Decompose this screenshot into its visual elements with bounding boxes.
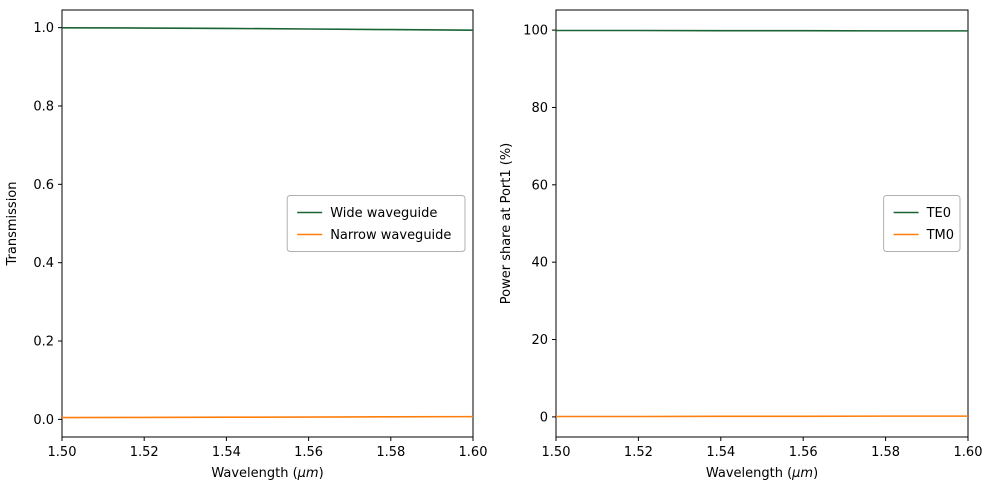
legend-label: TE0 [926,206,951,221]
y-tick-label: 0.2 [33,335,54,350]
legend-box [883,195,961,252]
axes-frame [61,9,474,438]
y-tick-label: 40 [531,256,548,271]
y-tick-label: 0 [540,410,548,425]
legend-label: Wide waveguide [330,206,437,221]
x-axis-label: Wavelength (μm) [706,466,818,481]
x-tick-label: 1.58 [871,445,900,460]
x-tick-label: 1.60 [954,445,983,460]
y-tick-label: 60 [531,178,548,193]
y-tick-label: 0.6 [33,178,54,193]
x-tick-label: 1.50 [542,445,571,460]
y-axis-label: Power share at Port1 (%) [499,143,514,304]
transmission-chart: 1.50 1.52 1.54 1.56 1.58 1.60 0.0 0.2 0.4 0.6 0.8 1… [5,9,488,481]
axes-frame [555,9,969,438]
x-tick-label: 1.54 [706,445,735,460]
x-tick-label: 1.60 [459,445,488,460]
legend-box [286,195,466,252]
y-tick-label: 0.4 [33,256,54,271]
x-tick-label: 1.52 [624,445,653,460]
legend-label: Narrow waveguide [330,228,451,243]
y-tick-label: 1.0 [33,21,54,36]
power-share-chart: 1.50 1.52 1.54 1.56 1.58 1.60 0 20 40 60 80 100 Wave… [499,9,983,481]
x-tick-label: 1.56 [294,445,323,460]
x-tick-label: 1.50 [48,445,77,460]
series-line [61,415,474,419]
y-tick-label: 80 [531,101,548,116]
y-tick-label: 0.8 [33,99,54,114]
legend-label: TM0 [926,228,954,243]
y-axis-label: Transmission [5,182,20,267]
x-tick-label: 1.54 [212,445,241,460]
x-axis-label: Wavelength (μm) [211,466,323,481]
y-tick-label: 20 [531,333,548,348]
x-tick-label: 1.58 [376,445,405,460]
y-tick-label: 0.0 [33,413,54,428]
x-tick-label: 1.52 [130,445,159,460]
series-line [61,27,474,31]
x-tick-label: 1.56 [789,445,818,460]
y-tick-label: 100 [523,24,548,39]
